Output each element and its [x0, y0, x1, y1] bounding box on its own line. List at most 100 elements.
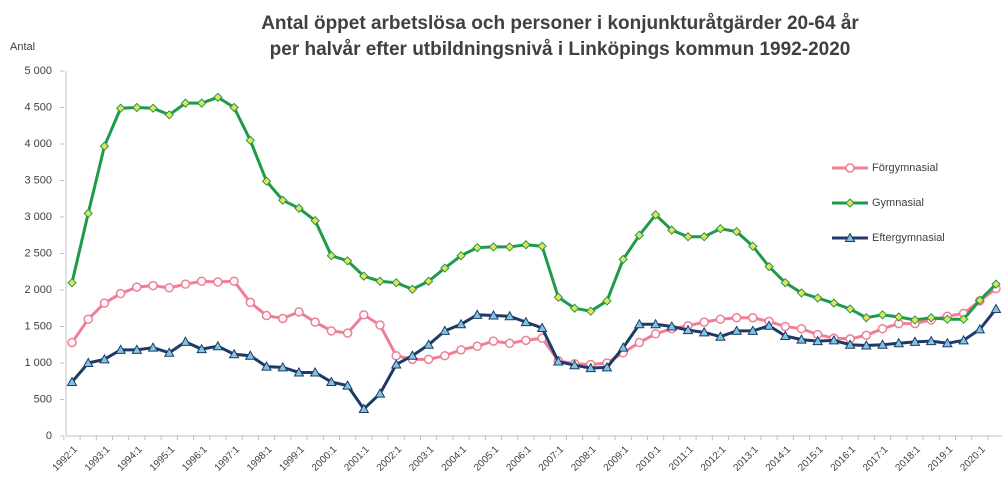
marker — [132, 282, 142, 292]
marker — [796, 288, 807, 298]
marker — [294, 203, 304, 213]
x-tick-label: 2011:1 — [667, 444, 696, 473]
y-tick-label: 4 000 — [24, 138, 52, 150]
legend-label: Eftergymnasial — [872, 232, 945, 244]
marker — [66, 376, 78, 386]
marker — [877, 310, 888, 320]
marker — [471, 309, 483, 319]
legend-label: Förgymnasial — [872, 162, 938, 174]
marker — [844, 339, 856, 349]
marker — [342, 380, 353, 390]
marker — [861, 313, 872, 323]
x-tick-label: 2007:1 — [537, 444, 567, 474]
marker — [132, 102, 142, 113]
x-tick-label: 2002:1 — [375, 444, 405, 474]
marker — [553, 292, 564, 303]
x-tick-label: 1996:1 — [180, 444, 210, 474]
marker — [958, 334, 969, 345]
x-tick-label: 2019:1 — [926, 444, 956, 474]
y-tick-label: 4 500 — [24, 101, 52, 113]
marker — [860, 339, 872, 350]
marker — [261, 310, 272, 321]
marker — [375, 320, 385, 330]
marker — [504, 310, 516, 321]
marker — [796, 334, 807, 344]
x-tick-label: 2010:1 — [634, 444, 664, 474]
marker — [747, 325, 759, 335]
marker — [115, 344, 126, 354]
marker — [731, 325, 742, 335]
marker — [601, 361, 613, 372]
marker — [440, 263, 450, 273]
marker — [731, 226, 742, 237]
marker — [115, 288, 126, 299]
marker — [634, 318, 645, 329]
marker — [131, 344, 143, 354]
x-tick-label: 2009:1 — [602, 444, 632, 474]
marker — [99, 353, 110, 364]
marker — [407, 284, 418, 294]
marker — [472, 341, 483, 351]
marker — [504, 338, 515, 349]
marker — [310, 317, 320, 327]
marker — [261, 361, 272, 371]
marker — [586, 306, 596, 316]
marker — [67, 337, 77, 348]
marker — [228, 348, 240, 359]
y-tick-label: 3 500 — [24, 174, 52, 186]
x-tick-label: 2004:1 — [440, 444, 470, 474]
marker — [326, 326, 337, 336]
marker — [488, 336, 499, 346]
marker — [245, 297, 256, 308]
marker — [439, 325, 451, 335]
marker — [682, 324, 694, 335]
marker — [699, 317, 709, 327]
marker — [212, 340, 224, 351]
marker — [391, 277, 401, 288]
marker — [342, 256, 353, 266]
marker — [309, 366, 321, 377]
marker — [456, 345, 466, 355]
marker — [715, 223, 726, 234]
marker — [861, 330, 872, 341]
x-tick-label: 1992:1 — [51, 444, 81, 474]
marker — [456, 250, 466, 261]
marker — [375, 276, 385, 286]
marker — [148, 280, 158, 291]
marker — [617, 342, 629, 352]
marker — [245, 135, 256, 146]
y-tick-label: 3 000 — [24, 211, 52, 223]
marker — [764, 261, 774, 272]
marker — [536, 322, 548, 332]
marker — [423, 354, 434, 365]
series-line — [70, 308, 998, 412]
marker — [504, 242, 515, 252]
marker — [650, 210, 661, 220]
marker — [650, 318, 661, 329]
marker — [67, 277, 77, 288]
x-tick-label: 2008:1 — [569, 444, 599, 474]
marker — [391, 350, 401, 361]
marker — [196, 276, 207, 286]
marker — [180, 279, 191, 289]
x-tick-label: 2006:1 — [504, 444, 534, 474]
marker — [845, 198, 855, 208]
x-tick-label: 2018:1 — [894, 444, 924, 474]
marker — [455, 318, 467, 329]
marker — [909, 336, 921, 346]
marker — [715, 331, 726, 341]
marker — [812, 293, 823, 303]
x-tick-label: 1997:1 — [213, 444, 243, 474]
marker — [537, 241, 547, 251]
marker — [359, 310, 369, 320]
x-tick-label: 2012:1 — [699, 444, 729, 474]
marker — [958, 314, 969, 324]
marker — [877, 339, 888, 349]
marker — [423, 339, 434, 349]
legend-label: Gymnasial — [872, 197, 924, 209]
marker — [521, 335, 531, 346]
marker — [180, 336, 191, 346]
marker — [666, 320, 678, 331]
x-tick-label: 1993:1 — [83, 444, 113, 474]
marker — [147, 342, 159, 352]
